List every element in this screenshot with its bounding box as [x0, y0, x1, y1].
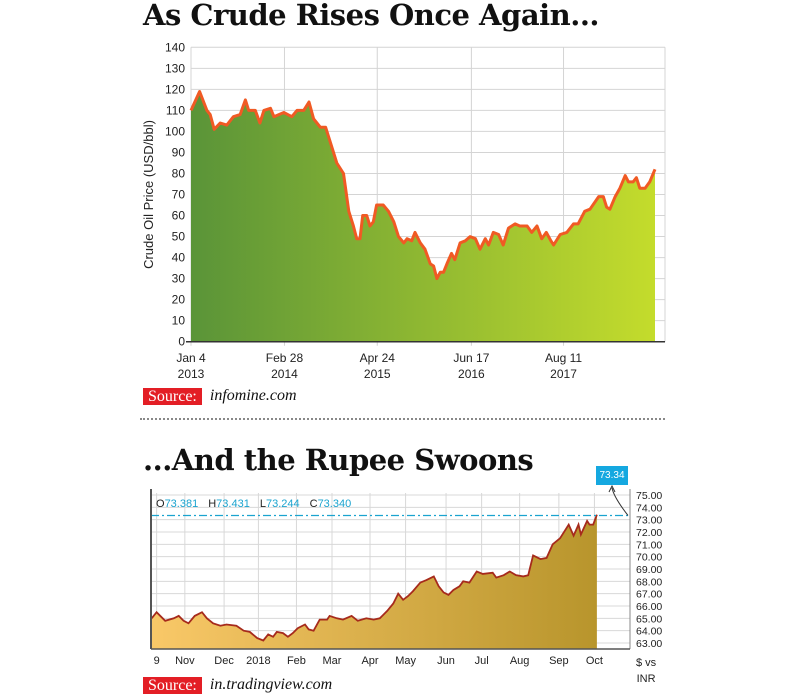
rate-line	[150, 514, 598, 642]
source-link[interactable]: in.tradingview.com	[209, 676, 333, 693]
x-tick-label: Oct	[586, 655, 603, 667]
x-tick-label: 2018	[246, 655, 270, 667]
x-tick-label: May	[395, 655, 416, 667]
x-tick-label: Feb	[287, 655, 306, 667]
ohlc-readout: O73.381 H73.431 L73.244 C73.340	[156, 498, 351, 510]
x-tick-label: Nov	[175, 655, 195, 667]
x-tick-label: Mar	[323, 655, 342, 667]
rate-area	[151, 514, 597, 649]
source-rupee: Source: in.tradingview.com	[143, 676, 332, 694]
y-tick-label: 67.00	[636, 589, 662, 601]
unit-line1: $ vs	[636, 657, 657, 669]
source-crude: Source: infomine.com	[143, 387, 297, 405]
x-tick-label: 2016	[458, 367, 485, 381]
x-tick-label: Jun	[437, 655, 455, 667]
crude-oil-chart: 0 10 20 30 40 50 60 70 80 90 100 110 120 130 140 Jan 4 2…	[141, 40, 666, 381]
y-tick-label: 20	[172, 293, 186, 307]
y-tick-label: 64.00	[636, 626, 662, 638]
x-tick-label: Apr	[361, 655, 378, 667]
section-divider	[140, 418, 665, 420]
x-tick-label: Apr 24	[360, 351, 396, 365]
y-tick-label: 50	[172, 230, 186, 244]
y-axis-unit: $ vs INR	[636, 655, 656, 687]
y-tick-label: 75.00	[636, 490, 662, 502]
x-tick-label: 2013	[178, 367, 205, 381]
last-price-badge: 73.34	[596, 466, 628, 485]
low-value: 73.244	[265, 498, 300, 510]
x-tick-label: Sep	[549, 655, 569, 667]
open-value: 73.381	[164, 498, 199, 510]
x-tick-label: Feb 28	[266, 351, 304, 365]
chart-title-rupee: ...And the Rupee Swoons	[143, 443, 534, 477]
y-tick-label: 10	[172, 314, 186, 328]
close-value: 73.340	[317, 498, 352, 510]
close-label: C	[309, 498, 318, 510]
y-tick-label: 60	[172, 209, 186, 223]
arrow-head-icon	[608, 484, 616, 493]
x-tick-label: 9	[154, 655, 160, 667]
y-tick-label: 73.00	[636, 515, 662, 527]
chart-title-crude: As Crude Rises Once Again...	[143, 0, 600, 32]
x-tick-label: Jan 4	[176, 351, 206, 365]
y-tick-label: 72.00	[636, 527, 662, 539]
source-link[interactable]: infomine.com	[209, 387, 297, 404]
x-tick-label: Jun 17	[453, 351, 489, 365]
y-tick-label: 110	[166, 103, 185, 117]
y-tick-label: 30	[172, 272, 186, 286]
high-value: 73.431	[216, 498, 250, 510]
y-tick-label: 0	[178, 335, 185, 349]
y-tick-label: 140	[165, 40, 185, 54]
source-label: Source:	[143, 676, 202, 694]
price-line	[189, 90, 657, 281]
x-tick-label: 2015	[364, 367, 391, 381]
y-tick-label: 130	[165, 61, 185, 75]
x-tick-label: 2014	[271, 367, 298, 381]
y-tick-label: 80	[172, 166, 186, 180]
y-tick-label: 100	[165, 124, 185, 138]
y-axis-label: Crude Oil Price (USD/bbl)	[141, 120, 156, 269]
low-label: L	[259, 498, 266, 510]
callout-arrow	[611, 487, 629, 516]
y-tick-label: 70	[172, 188, 186, 202]
y-tick-label: 65.00	[636, 613, 662, 625]
x-tick-label: Dec	[214, 655, 234, 667]
y-tick-label: 66.00	[636, 601, 662, 613]
y-tick-label: 120	[165, 82, 185, 96]
high-label: H	[208, 498, 217, 510]
x-tick-label: 2017	[550, 367, 577, 381]
unit-line2: INR	[636, 673, 656, 685]
price-area	[191, 91, 655, 342]
y-tick-label: 70.00	[636, 552, 662, 564]
y-tick-label: 63.00	[636, 638, 662, 650]
y-tick-label: 68.00	[636, 576, 662, 588]
y-tick-label: 40	[172, 251, 186, 265]
y-tick-label: 74.00	[636, 502, 662, 514]
x-tick-label: Jul	[475, 655, 489, 667]
source-label: Source:	[143, 387, 202, 405]
open-label: O	[156, 498, 165, 510]
y-tick-label: 69.00	[636, 564, 662, 576]
y-tick-label: 90	[172, 145, 186, 159]
x-tick-label: Aug 11	[545, 351, 582, 365]
x-tick-label: Aug	[510, 655, 530, 667]
y-tick-label: 71.00	[636, 539, 662, 551]
